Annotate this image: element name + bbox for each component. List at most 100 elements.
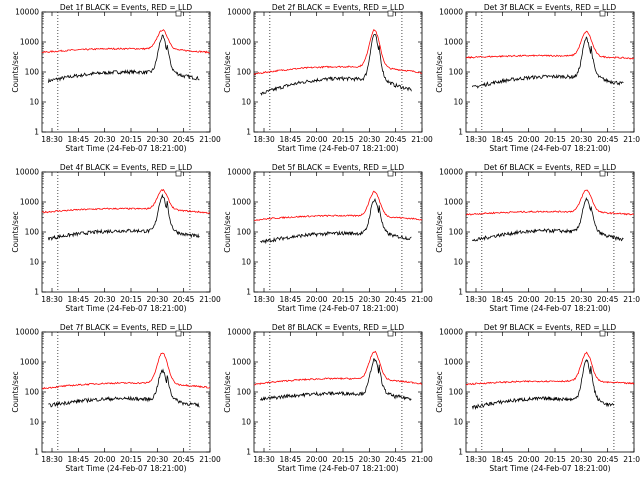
lld-series-line: [253, 190, 423, 221]
y-tick-label: 1: [34, 288, 39, 297]
y-tick-label: 10000: [227, 328, 251, 337]
x-tick-label: 20:45: [385, 455, 407, 464]
y-axis-label: Counts/sec: [435, 371, 444, 412]
lld-series-line: [465, 30, 635, 60]
x-tick-label: 20:00: [94, 455, 116, 464]
y-tick-label: 10: [241, 258, 251, 267]
y-tick-label: 100: [237, 388, 252, 397]
x-tick-label: 20:00: [518, 295, 540, 304]
events-series-line: [260, 198, 412, 245]
x-tick-label: 18:45: [68, 295, 90, 304]
plot-frame: [465, 331, 635, 453]
y-tick-label: 1000: [20, 38, 39, 47]
detector-chart-6: Det 6f BLACK = Events, RED = LLD 1 10 100 10…: [435, 163, 640, 313]
x-tick-label: 20:30: [359, 455, 381, 464]
x-tick-label: 20:30: [359, 135, 381, 144]
x-tick-label: 21:00: [199, 455, 221, 464]
x-tick-label: 18:30: [253, 135, 275, 144]
y-tick-label: 1: [246, 128, 251, 137]
y-tick-label: 10000: [439, 168, 463, 177]
x-axis-label: Start Time (24-Feb-07 18:21:00): [65, 304, 186, 313]
y-tick-label: 100: [237, 68, 252, 77]
x-tick-label: 21:00: [199, 135, 221, 144]
y-tick-label: 10: [453, 418, 463, 427]
x-tick-label: 18:45: [280, 455, 302, 464]
x-tick-label: 20:45: [173, 135, 195, 144]
detector-chart-7: Det 7f BLACK = Events, RED = LLD 1 10 100 10…: [11, 323, 221, 473]
y-tick-label: 1000: [20, 198, 39, 207]
y-axis-label: Counts/sec: [11, 211, 20, 252]
x-tick-label: 18:45: [280, 135, 302, 144]
lld-series-line: [41, 352, 211, 390]
x-tick-label: 21:00: [411, 455, 433, 464]
x-tick-label: 20:15: [544, 295, 566, 304]
y-tick-label: 1000: [444, 38, 463, 47]
legend-box: [387, 330, 394, 337]
x-tick-label: 21:00: [411, 295, 433, 304]
lld-series-line: [465, 189, 635, 216]
events-series-line: [48, 368, 200, 408]
x-tick-label: 18:45: [68, 135, 90, 144]
y-tick-label: 100: [25, 68, 40, 77]
x-tick-label: 20:45: [597, 455, 619, 464]
chart-title: Det 6f BLACK = Events, RED = LLD: [484, 163, 617, 172]
y-tick-label: 1000: [232, 358, 251, 367]
x-axis-label: Start Time (24-Feb-07 18:21:00): [489, 144, 610, 153]
events-series-line: [47, 193, 200, 241]
x-tick-label: 20:30: [94, 135, 116, 144]
x-tick-label: 20:15: [544, 455, 566, 464]
x-tick-label: 18:30: [465, 455, 487, 464]
legend-box: [175, 10, 182, 17]
y-tick-label: 1000: [444, 198, 463, 207]
events-series-line: [260, 33, 412, 96]
legend-box: [387, 170, 394, 177]
x-axis-label: Start Time (24-Feb-07 18:21:00): [489, 464, 610, 473]
y-tick-label: 1000: [20, 358, 39, 367]
detector-chart-4: Det 4f BLACK = Events, RED = LLD 1 10 100 10…: [11, 163, 221, 313]
y-tick-label: 1: [246, 288, 251, 297]
detector-chart-5: Det 5f BLACK = Events, RED = LLD 1 10 100 10…: [223, 163, 433, 313]
x-tick-label: 18:30: [41, 295, 63, 304]
plot-frame: [253, 331, 423, 453]
x-tick-label: 18:30: [41, 455, 63, 464]
chart-title: Det 9f BLACK = Events, RED = LLD: [484, 323, 617, 332]
x-tick-label: 20:30: [147, 455, 169, 464]
y-tick-label: 1: [458, 288, 463, 297]
x-tick-label: 20:00: [306, 455, 328, 464]
y-tick-label: 10000: [439, 8, 463, 17]
legend-box: [599, 10, 606, 17]
x-tick-label: 18:30: [465, 295, 487, 304]
chart-title: Det 7f BLACK = Events, RED = LLD: [60, 323, 193, 332]
y-tick-label: 10: [453, 258, 463, 267]
x-tick-label: 18:30: [253, 455, 275, 464]
x-tick-label: 18:45: [492, 135, 514, 144]
x-tick-label: 20:45: [173, 295, 195, 304]
x-tick-label: 20:15: [332, 295, 354, 304]
x-tick-label: 20:30: [571, 295, 593, 304]
y-tick-label: 10000: [227, 168, 251, 177]
chart-title: Det 4f BLACK = Events, RED = LLD: [60, 163, 193, 172]
y-axis-label: Counts/sec: [435, 211, 444, 252]
events-series-line: [259, 358, 412, 402]
y-tick-label: 1: [34, 128, 39, 137]
x-tick-label: 20:30: [571, 455, 593, 464]
x-axis-label: Start Time (24-Feb-07 18:21:00): [489, 304, 610, 313]
x-tick-label: 20:30: [147, 135, 169, 144]
x-tick-label: 20:45: [597, 295, 619, 304]
y-tick-label: 10000: [15, 168, 39, 177]
x-tick-label: 18:30: [41, 135, 63, 144]
x-tick-label: 20:30: [571, 135, 593, 144]
detector-chart-8: Det 8f BLACK = Events, RED = LLD 1 10 100 10…: [223, 323, 433, 473]
lld-series-line: [41, 29, 211, 54]
x-tick-label: 21:00: [623, 295, 640, 304]
x-tick-label: 20:45: [385, 295, 407, 304]
y-tick-label: 100: [25, 388, 40, 397]
y-tick-label: 10: [241, 418, 251, 427]
y-tick-label: 100: [449, 388, 464, 397]
chart-title: Det 5f BLACK = Events, RED = LLD: [272, 163, 405, 172]
events-series-line: [471, 36, 624, 89]
x-axis-label: Start Time (24-Feb-07 18:21:00): [277, 464, 398, 473]
plot-frame: [465, 11, 635, 133]
plot-frame: [41, 331, 211, 453]
y-tick-label: 1000: [232, 198, 251, 207]
